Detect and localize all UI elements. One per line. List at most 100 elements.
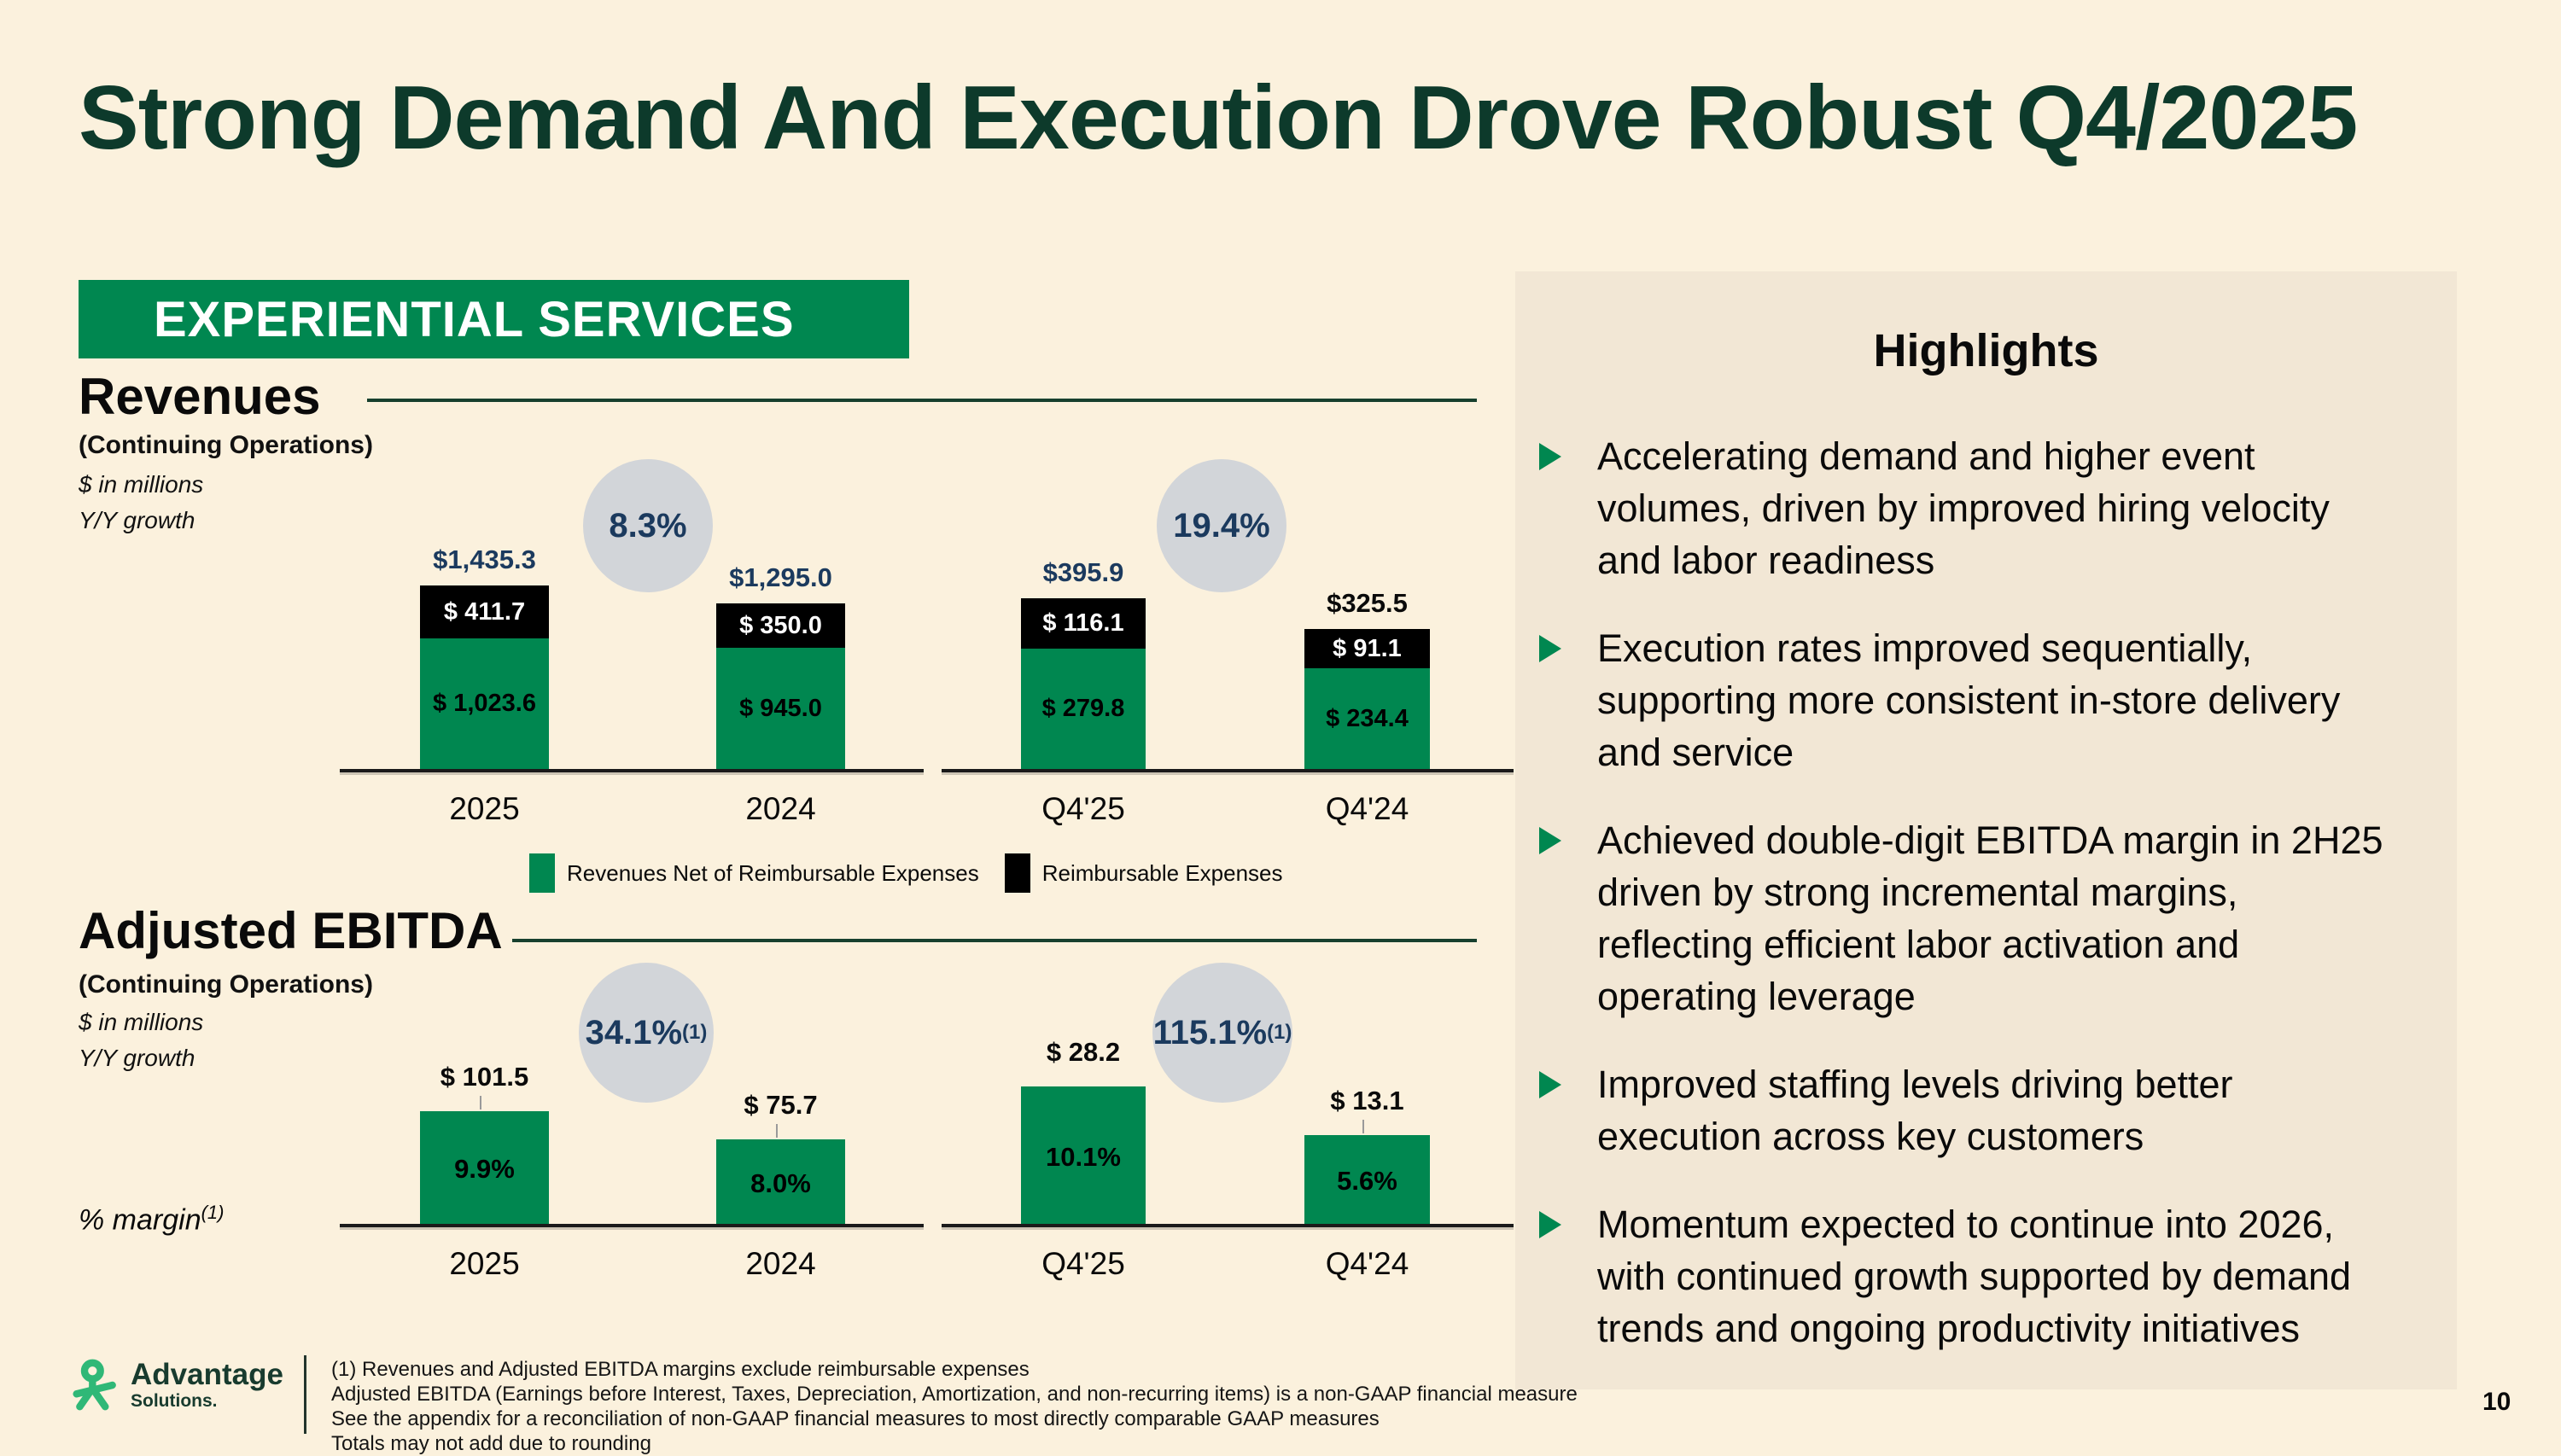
ebitda-category-label: Q4'24 [1325,1246,1409,1281]
rev-total-label: $325.5 [1327,588,1408,618]
revenues-x-axis-annual [340,769,924,772]
highlight-bullet: Accelerating demand and higher event vol… [1539,430,2436,586]
ebitda-x-axis-quarter [942,1224,1514,1227]
logo-wordmark: Advantage Solutions. [131,1359,283,1412]
label-leader-line [479,1096,481,1109]
ebitda-growth-badge: 34.1% (1) [579,963,714,1103]
ebitda-category-label: 2024 [745,1246,816,1281]
ebitda-margin-label: 8.0% [750,1168,811,1198]
rev-category-label: Q4'25 [1041,791,1125,826]
highlights-bullet-list: Accelerating demand and higher event vol… [1539,430,2436,1390]
rev-bar-2025: $ 411.7 $ 1,023.6 [420,585,549,769]
rev-bar-segment-net: $ 279.8 [1021,649,1146,769]
ebitda-growth-note: Y/Y growth [79,1045,195,1071]
rev-total-label: $1,435.3 [433,545,536,574]
rev-bar-segment-reimbursable: $ 411.7 [420,585,549,638]
section-banner: EXPERIENTIAL SERVICES [79,280,909,358]
legend-item: Reimbursable Expenses [1004,853,1283,893]
revenues-growth-note: Y/Y growth [79,507,195,533]
footnotes: (1) Revenues and Adjusted EBITDA margins… [331,1357,1578,1456]
bullet-triangle-icon [1539,1071,1561,1098]
footnote-line: See the appendix for a reconciliation of… [331,1407,1380,1430]
ebitda-category-label: Q4'25 [1041,1246,1125,1281]
rev-segment-value: $ 945.0 [739,694,822,722]
rev-category-label: 2025 [449,791,520,826]
ebitda-margin-label: 9.9% [454,1154,515,1184]
rev-segment-value: $ 91.1 [1333,634,1402,662]
ebitda-value-label: $ 28.2 [1046,1037,1121,1067]
rev-category-label: Q4'24 [1325,791,1409,826]
rev-growth-badge: 19.4% [1157,459,1286,592]
legend-label: Reimbursable Expenses [1041,859,1283,886]
rev-bar-segment-reimbursable: $ 91.1 [1304,629,1430,668]
section-banner-label: EXPERIENTIAL SERVICES [154,291,795,347]
rev-segment-value: $ 350.0 [739,611,822,639]
page-number: 10 [2482,1388,2511,1416]
rev-category-label: 2024 [745,791,816,826]
label-leader-line [775,1124,778,1138]
green-legend-swatch [529,853,555,893]
ebitda-category-label: 2025 [449,1246,520,1281]
rev-segment-value: $ 411.7 [443,597,526,626]
rev-segment-value: $ 279.8 [1041,695,1125,722]
rev-growth-badge: 8.3% [583,459,713,592]
ebitda-growth-badge: 115.1% (1) [1152,963,1292,1103]
bullet-text: Accelerating demand and higher event vol… [1597,434,2330,582]
ebitda-margin-note: % margin(1) [79,1202,225,1237]
rev-bar-Q4'25: $ 116.1 $ 279.8 [1021,598,1146,769]
advantage-logo-icon [73,1359,116,1411]
ebitda-margin-label: 10.1% [1046,1141,1121,1172]
highlight-bullet: Momentum expected to continue into 2026,… [1539,1198,2436,1354]
rev-segment-value: $ 116.1 [1042,609,1124,637]
ebitda-bar-2025 [420,1111,549,1224]
margin-note-footnote-ref: (1) [201,1202,225,1223]
page-title: Strong Demand And Execution Drove Robust… [79,67,2358,168]
footnote-line: (1) Revenues and Adjusted EBITDA margins… [331,1358,1030,1381]
black-legend-swatch [1004,853,1030,893]
rev-bar-segment-reimbursable: $ 116.1 [1021,598,1146,649]
ebitda-units-note: $ in millions [79,1009,204,1035]
revenues-heading: Revenues [79,368,321,425]
bullet-text: Improved staffing levels driving better … [1597,1063,2233,1158]
rev-bar-segment-net: $ 945.0 [716,648,845,769]
footnote-line: Totals may not add due to rounding [331,1432,651,1455]
rev-total-label: $395.9 [1042,557,1124,587]
bullet-triangle-icon [1539,827,1561,854]
bullet-text: Execution rates improved sequentially, s… [1597,626,2341,774]
highlight-bullet: Improved staffing levels driving better … [1539,1058,2436,1162]
rev-bar-segment-net: $ 234.4 [1304,668,1430,769]
footnote-line: Adjusted EBITDA (Earnings before Interes… [331,1383,1578,1406]
ebitda-heading: Adjusted EBITDA [79,902,503,959]
ebitda-value-label: $ 13.1 [1330,1086,1404,1115]
bullet-text: Momentum expected to continue into 2026,… [1597,1203,2352,1350]
chart-legend: Revenues Net of Reimbursable Expenses Rei… [529,853,1283,893]
revenues-x-axis-quarter [942,769,1514,772]
ebitda-value-label: $ 75.7 [744,1090,818,1120]
rev-bar-2024: $ 350.0 $ 945.0 [716,603,845,769]
highlight-bullet: Achieved double-digit EBITDA margin in 2… [1539,814,2436,1022]
advantage-solutions-logo: Advantage Solutions. [73,1359,283,1412]
legend-item: Revenues Net of Reimbursable Expenses [529,853,979,893]
rev-segment-value: $ 234.4 [1326,704,1409,732]
highlights-panel: Highlights Accelerating demand and highe… [1515,271,2457,1389]
ebitda-bar-Q4'24 [1304,1135,1430,1224]
rev-segment-value: $ 1,023.6 [433,690,536,717]
bullet-text: Achieved double-digit EBITDA margin in 2… [1597,818,2383,1018]
rev-bar-segment-net: $ 1,023.6 [420,638,549,769]
bullet-triangle-icon [1539,635,1561,662]
ebitda-heading-rule [512,939,1477,942]
ebitda-bar-Q4'25 [1021,1086,1146,1224]
label-leader-line [1362,1120,1364,1133]
footer-divider [304,1355,306,1434]
highlights-title: Highlights [1873,325,2099,376]
ebitda-margin-label: 5.6% [1337,1166,1397,1196]
ebitda-x-axis-annual [340,1224,924,1227]
highlight-bullet: Execution rates improved sequentially, s… [1539,622,2436,778]
bullet-triangle-icon [1539,1211,1561,1238]
logo-sub-brand: Solutions. [131,1391,218,1411]
rev-total-label: $1,295.0 [729,562,832,592]
ebitda-value-label: $ 101.5 [440,1062,529,1092]
revenues-units-note: $ in millions [79,471,204,498]
legend-label: Revenues Net of Reimbursable Expenses [567,859,979,886]
